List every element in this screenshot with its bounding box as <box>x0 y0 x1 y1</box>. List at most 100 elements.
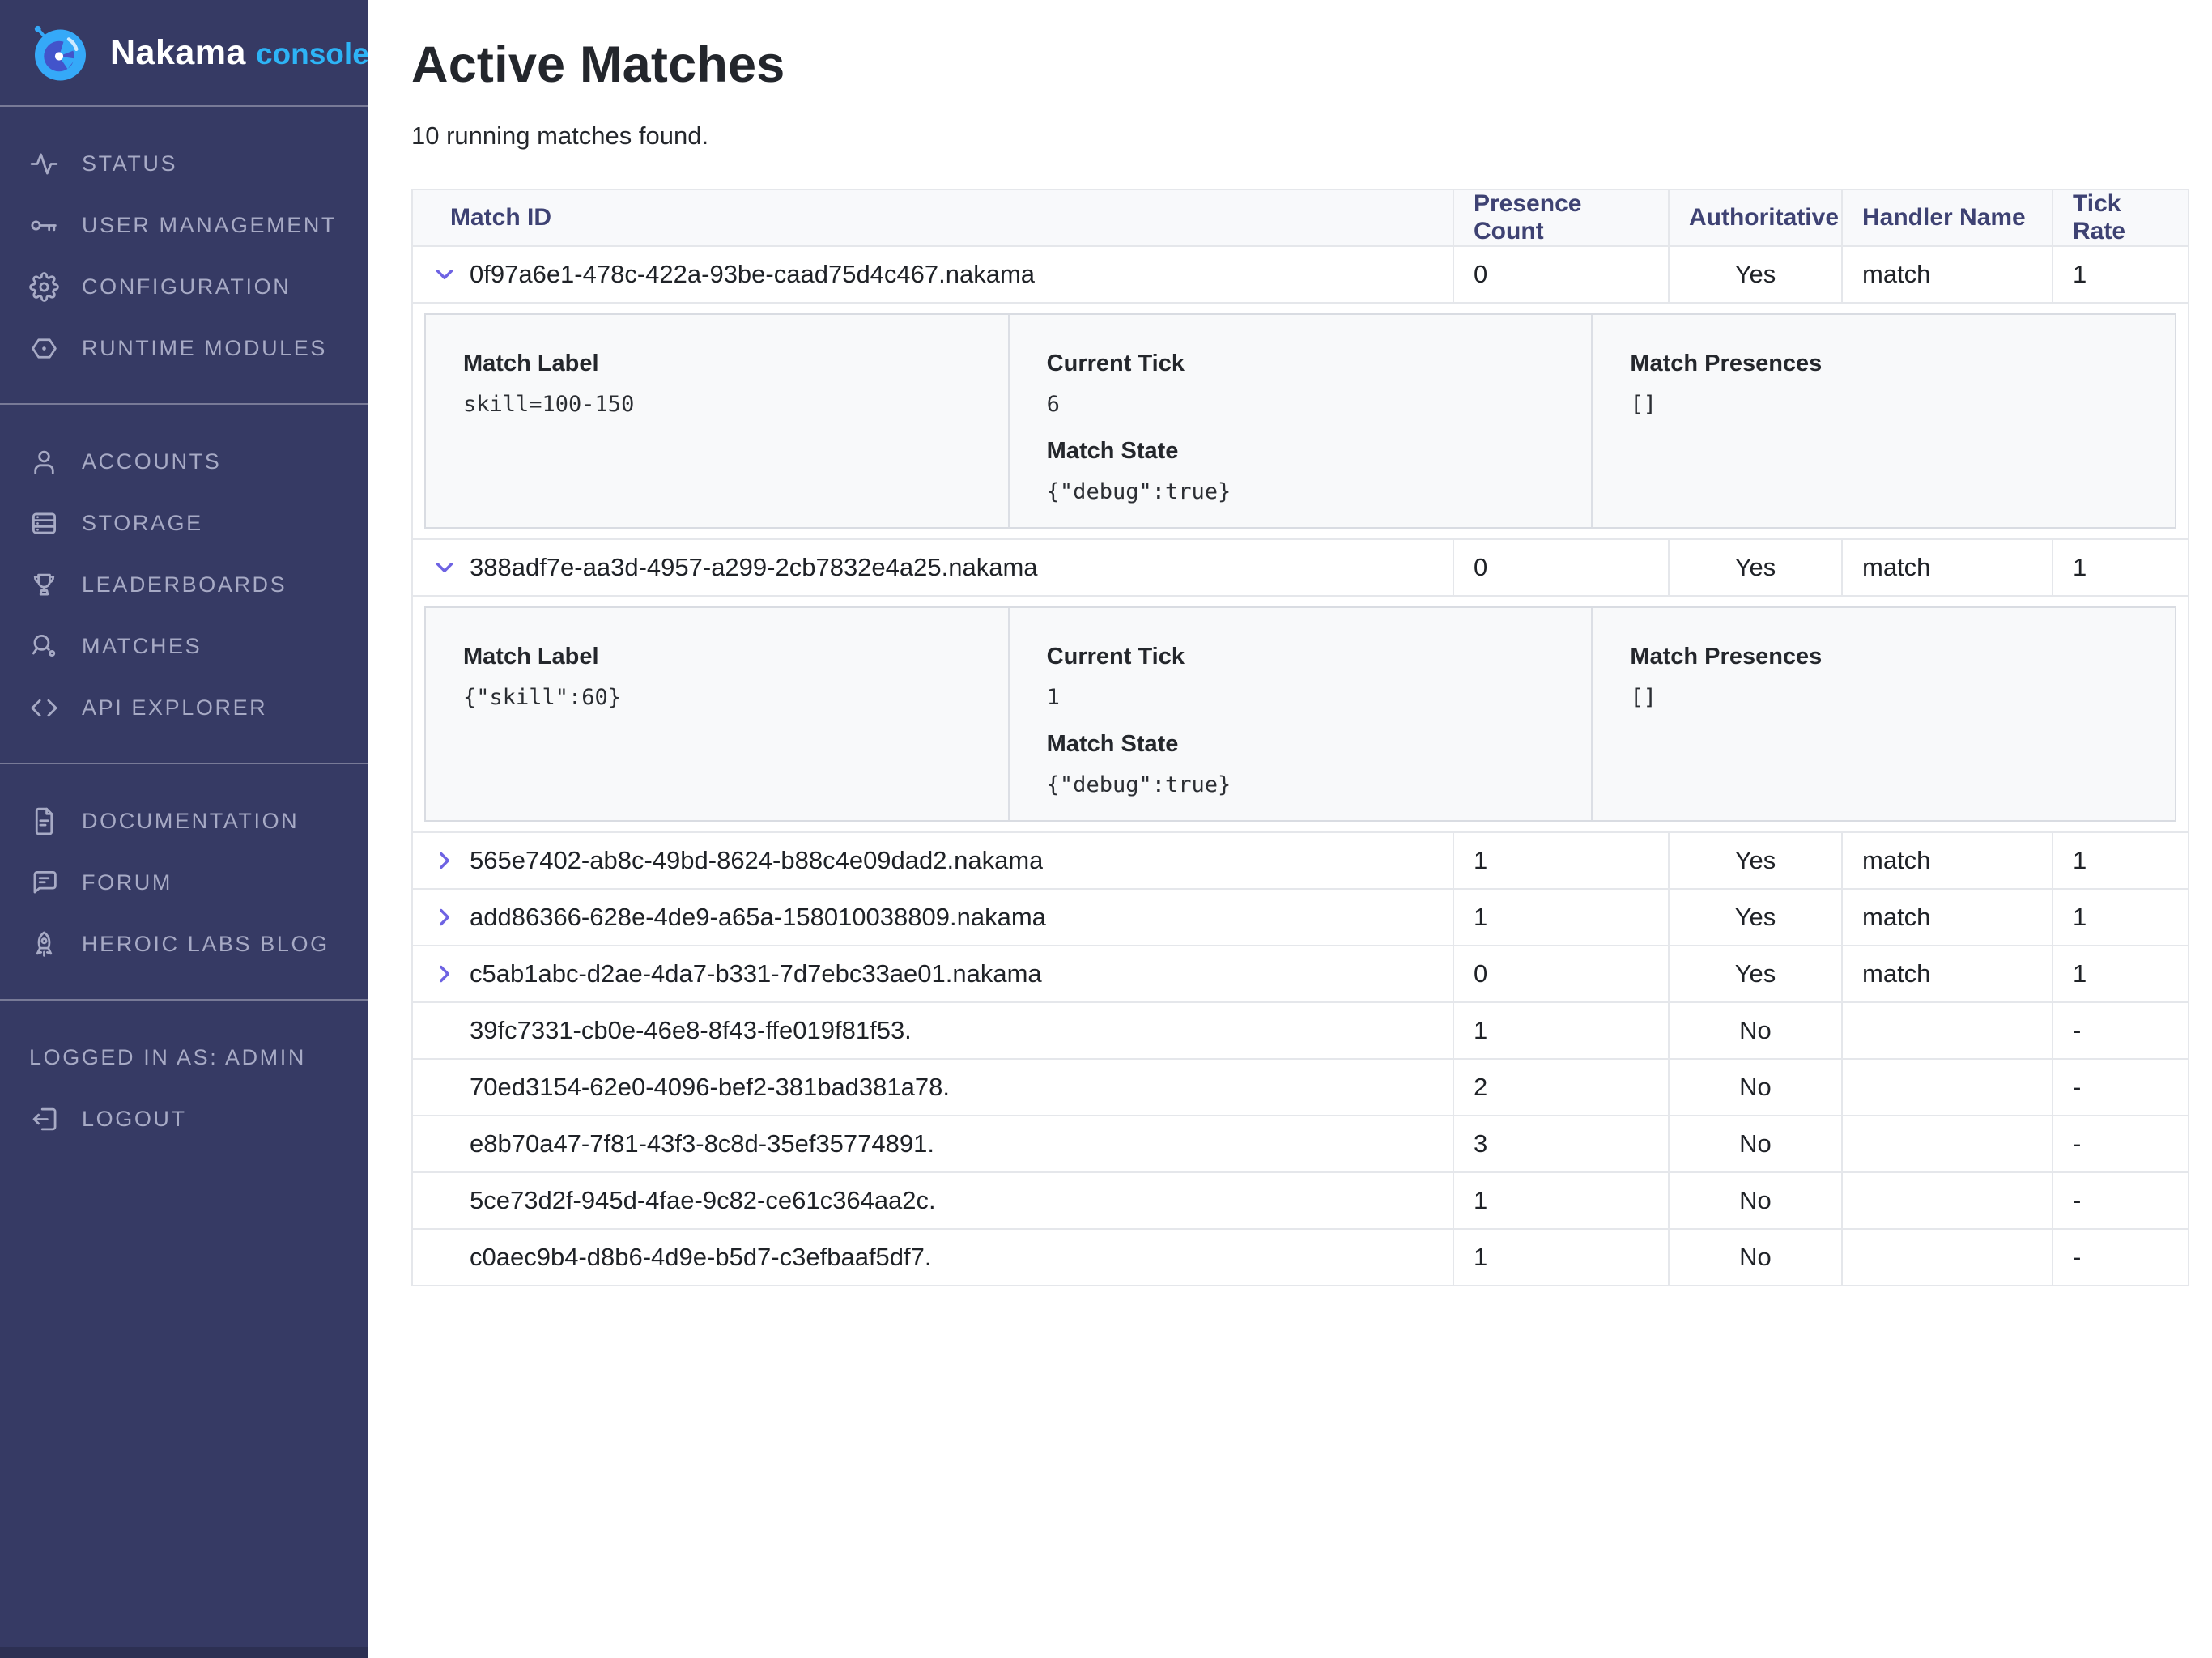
sidebar-item-label: DOCUMENTATION <box>82 808 300 833</box>
match-id-cell: e8b70a47-7f81-43f3-8c8d-35ef35774891. <box>411 1115 1454 1173</box>
handler-name-cell <box>1841 1171 2053 1230</box>
code-icon <box>29 693 59 723</box>
sidebar-item-api-explorer[interactable]: API EXPLORER <box>0 677 368 738</box>
sidebar-item-label: ACCOUNTS <box>82 449 222 474</box>
details-panel-column: Match Presences [] <box>1593 315 2175 527</box>
match-id-wrap: c5ab1abc-d2ae-4da7-b331-7d7ebc33ae01.nak… <box>431 959 1433 988</box>
nakama-logo-icon <box>34 25 86 81</box>
authoritative-cell: No <box>1668 1001 1843 1060</box>
sidebar-item-logout[interactable]: LOGOUT <box>0 1088 368 1150</box>
match-id-cell: c5ab1abc-d2ae-4da7-b331-7d7ebc33ae01.nak… <box>411 945 1454 1003</box>
match-row: 5ce73d2f-945d-4fae-9c82-ce61c364aa2c. 1 No… <box>411 1171 2189 1230</box>
match-row[interactable]: 388adf7e-aa3d-4957-a299-2cb7832e4a25.nak… <box>411 538 2189 597</box>
sidebar: Nakama console STATUS USER MANAGEMENT CONFI… <box>0 0 369 1658</box>
match-row: 70ed3154-62e0-4096-bef2-381bad381a78. 2 No… <box>411 1058 2189 1116</box>
presence-count-cell: 1 <box>1453 1001 1670 1060</box>
sidebar-section-system: STATUS USER MANAGEMENT CONFIGURATION RUNTIM… <box>0 107 368 405</box>
sidebar-item-accounts[interactable]: ACCOUNTS <box>0 431 368 492</box>
tick-rate-cell: - <box>2052 1228 2189 1286</box>
detail-value: skill=100-150 <box>463 392 635 417</box>
sidebar-item-forum[interactable]: FORUM <box>0 852 368 913</box>
handler-name-cell: match <box>1841 888 2053 946</box>
key-icon <box>29 210 59 240</box>
match-id-text: 0f97a6e1-478c-422a-93be-caad75d4c467.nak… <box>470 260 1036 288</box>
match-details-row: Match Label {"skill":60} Current Tick 1 Matc… <box>411 595 2189 833</box>
authoritative-cell: No <box>1668 1115 1843 1173</box>
chevron-down-icon[interactable] <box>431 261 458 288</box>
column-header-authoritative: Authoritative <box>1668 189 1843 247</box>
detail-value: 1 <box>1046 685 1060 710</box>
sidebar-item-heroic-labs-blog[interactable]: HEROIC LABS BLOG <box>0 913 368 975</box>
details-panel-column: Match Label {"skill":60} <box>426 608 1010 820</box>
chevron-down-icon[interactable] <box>431 554 458 581</box>
sidebar-item-status[interactable]: STATUS <box>0 133 368 194</box>
chevron-right-icon[interactable] <box>431 903 458 931</box>
sidebar-item-label: LOGOUT <box>82 1106 187 1131</box>
detail-label: Match Label <box>463 351 599 376</box>
sidebar-item-leaderboards[interactable]: LEADERBOARDS <box>0 554 368 615</box>
presence-count-cell: 3 <box>1453 1115 1670 1173</box>
server-icon <box>29 508 59 538</box>
sidebar-item-label: STATUS <box>82 151 178 176</box>
sidebar-item-configuration[interactable]: CONFIGURATION <box>0 256 368 317</box>
brand-link[interactable]: Nakama console <box>0 0 369 107</box>
tick-rate-cell: - <box>2052 1001 2189 1060</box>
authoritative-cell: Yes <box>1668 945 1843 1003</box>
match-id-cell: 5ce73d2f-945d-4fae-9c82-ce61c364aa2c. <box>411 1171 1454 1230</box>
match-id-cell: 0f97a6e1-478c-422a-93be-caad75d4c467.nak… <box>411 245 1454 304</box>
match-id-cell: 70ed3154-62e0-4096-bef2-381bad381a78. <box>411 1058 1454 1116</box>
user-icon <box>29 447 59 477</box>
sidebar-item-user-management[interactable]: USER MANAGEMENT <box>0 194 368 256</box>
hexagon-dot-icon <box>29 334 59 363</box>
match-id-text: c5ab1abc-d2ae-4da7-b331-7d7ebc33ae01.nak… <box>470 959 1042 988</box>
chevron-placeholder <box>431 1130 458 1158</box>
match-id-text: add86366-628e-4de9-a65a-158010038809.nak… <box>470 903 1046 931</box>
handler-name-cell <box>1841 1228 2053 1286</box>
sidebar-item-label: CONFIGURATION <box>82 274 291 299</box>
detail-label: Match Presences <box>1630 351 1823 376</box>
match-row[interactable]: c5ab1abc-d2ae-4da7-b331-7d7ebc33ae01.nak… <box>411 945 2189 1003</box>
column-header-match-id: Match ID <box>411 189 1454 247</box>
match-details-panel: Match Label {"skill":60} Current Tick 1 Matc… <box>424 606 2176 822</box>
detail-label: Current Tick <box>1046 644 1185 670</box>
match-id-wrap: c0aec9b4-d8b6-4d9e-b5d7-c3efbaaf5df7. <box>431 1243 1433 1272</box>
chevron-placeholder <box>431 1244 458 1271</box>
details-panel-column: Current Tick 1 Match State {"debug":true} <box>1010 608 1593 820</box>
tick-rate-cell: 1 <box>2052 538 2189 597</box>
match-row: e8b70a47-7f81-43f3-8c8d-35ef35774891. 3 No… <box>411 1115 2189 1173</box>
details-panel-column: Match Label skill=100-150 <box>426 315 1010 527</box>
match-id-wrap: 565e7402-ab8c-49bd-8624-b88c4e09dad2.nak… <box>431 846 1433 875</box>
presence-count-cell: 0 <box>1453 245 1670 304</box>
authoritative-cell: Yes <box>1668 831 1843 890</box>
logout-icon <box>29 1104 59 1134</box>
column-header-presence-count: Presence Count <box>1453 189 1670 247</box>
chevron-right-icon[interactable] <box>431 847 458 874</box>
presence-count-cell: 1 <box>1453 1171 1670 1230</box>
authoritative-cell: No <box>1668 1171 1843 1230</box>
sidebar-item-storage[interactable]: STORAGE <box>0 492 368 554</box>
tick-rate-cell: 1 <box>2052 888 2189 946</box>
detail-label: Current Tick <box>1046 351 1185 376</box>
sidebar-section-external: DOCUMENTATION FORUM HEROIC LABS BLOG <box>0 764 368 1001</box>
tick-rate-cell: - <box>2052 1171 2189 1230</box>
search-ball-icon <box>29 631 59 661</box>
sidebar-item-matches[interactable]: MATCHES <box>0 615 368 677</box>
match-row[interactable]: 0f97a6e1-478c-422a-93be-caad75d4c467.nak… <box>411 245 2189 304</box>
handler-name-cell <box>1841 1058 2053 1116</box>
match-row[interactable]: 565e7402-ab8c-49bd-8624-b88c4e09dad2.nak… <box>411 831 2189 890</box>
match-id-text: e8b70a47-7f81-43f3-8c8d-35ef35774891. <box>470 1129 934 1158</box>
sidebar-item-label: USER MANAGEMENT <box>82 212 338 237</box>
tick-rate-cell: 1 <box>2052 245 2189 304</box>
match-row[interactable]: add86366-628e-4de9-a65a-158010038809.nak… <box>411 888 2189 946</box>
matches-table: Match ID Presence Count Authoritative Ha… <box>411 189 2189 1286</box>
handler-name-cell: match <box>1841 831 2053 890</box>
handler-name-cell <box>1841 1115 2053 1173</box>
match-id-cell: 565e7402-ab8c-49bd-8624-b88c4e09dad2.nak… <box>411 831 1454 890</box>
presence-count-cell: 0 <box>1453 538 1670 597</box>
match-id-wrap: 388adf7e-aa3d-4957-a299-2cb7832e4a25.nak… <box>431 553 1433 582</box>
sidebar-section-data: ACCOUNTS STORAGE LEADERBOARDS MATCHES API EX… <box>0 405 368 764</box>
sidebar-item-runtime-modules[interactable]: RUNTIME MODULES <box>0 317 368 379</box>
chevron-right-icon[interactable] <box>431 960 458 988</box>
sidebar-item-documentation[interactable]: DOCUMENTATION <box>0 790 368 852</box>
